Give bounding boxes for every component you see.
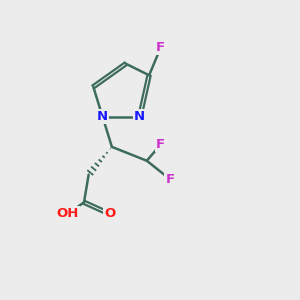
- Text: N: N: [97, 110, 108, 123]
- Text: N: N: [134, 110, 146, 123]
- Text: OH: OH: [56, 207, 79, 220]
- Text: F: F: [156, 138, 165, 151]
- Text: F: F: [166, 173, 175, 186]
- Text: O: O: [104, 207, 115, 220]
- Text: F: F: [156, 41, 165, 54]
